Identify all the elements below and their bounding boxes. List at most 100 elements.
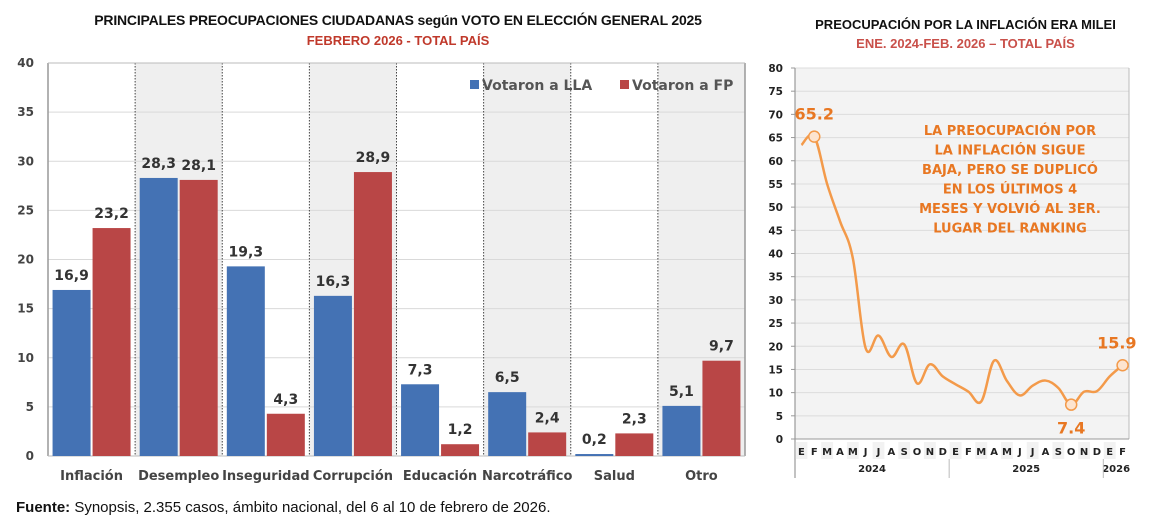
bar-fp bbox=[702, 360, 741, 456]
data-label: 28,9 bbox=[356, 150, 391, 166]
data-label: 4,3 bbox=[273, 392, 298, 408]
y-tick-label: 30 bbox=[768, 295, 783, 307]
x-category-label: Inflación bbox=[60, 469, 123, 484]
right-chart-subtitle: ENE. 2024-FEB. 2026 – TOTAL PAÍS bbox=[856, 36, 1075, 51]
data-label: 1,2 bbox=[448, 422, 473, 438]
month-cell bbox=[846, 442, 859, 459]
x-year-label: 2026 bbox=[1102, 464, 1130, 475]
bar-lla bbox=[226, 266, 265, 456]
x-month-label: O bbox=[1067, 447, 1076, 458]
x-month-label: A bbox=[990, 447, 998, 458]
month-cell bbox=[949, 442, 962, 459]
month-cell bbox=[1001, 442, 1013, 459]
y-tick-label: 40 bbox=[17, 56, 34, 70]
x-month-label: M bbox=[1002, 447, 1012, 458]
data-label: 19,3 bbox=[229, 244, 264, 260]
month-cell bbox=[885, 442, 898, 459]
month-cell bbox=[1052, 442, 1065, 459]
x-month-label: A bbox=[887, 447, 895, 458]
x-month-label: N bbox=[1080, 447, 1088, 458]
month-cell bbox=[988, 442, 1001, 459]
y-tick-label: 30 bbox=[17, 154, 34, 168]
x-category-label: Salud bbox=[594, 469, 635, 484]
y-tick-label: 0 bbox=[776, 434, 783, 446]
month-cell bbox=[1065, 442, 1078, 459]
bar-lla bbox=[662, 405, 701, 456]
y-tick-label: 55 bbox=[768, 179, 783, 191]
x-month-label: F bbox=[1119, 447, 1126, 458]
y-tick-label: 50 bbox=[768, 202, 783, 214]
month-cell bbox=[1039, 442, 1052, 459]
bar-fp bbox=[528, 432, 567, 456]
note-line: EN LOS ÚLTIMOS 4 bbox=[943, 182, 1077, 198]
x-month-label: F bbox=[811, 447, 818, 458]
y-tick-label: 10 bbox=[17, 351, 34, 365]
right-chart-title: PREOCUPACIÓN POR LA INFLACIÓN ERA MILEI bbox=[815, 17, 1116, 32]
y-tick-label: 15 bbox=[768, 364, 783, 376]
x-month-label: J bbox=[1030, 447, 1035, 458]
month-cell bbox=[962, 442, 975, 459]
data-annotation: 65.2 bbox=[795, 105, 834, 124]
x-category-label: Educación bbox=[403, 469, 477, 484]
bar-lla bbox=[401, 384, 440, 456]
bar-fp bbox=[441, 444, 480, 456]
data-point-marker bbox=[1116, 359, 1129, 372]
bar-fp bbox=[92, 228, 131, 456]
month-cell bbox=[1013, 442, 1026, 459]
bar-fp bbox=[353, 172, 392, 456]
y-tick-label: 75 bbox=[768, 86, 783, 98]
note-line: BAJA, PERO SE DUPLICÓ bbox=[922, 162, 1098, 178]
x-month-label: E bbox=[1106, 447, 1113, 458]
y-tick-label: 35 bbox=[768, 272, 783, 284]
data-label: 6,5 bbox=[495, 370, 520, 386]
data-label: 2,3 bbox=[622, 411, 647, 427]
x-month-label: A bbox=[1042, 447, 1050, 458]
x-year-label: 2024 bbox=[858, 464, 886, 475]
month-cell bbox=[795, 442, 808, 459]
x-month-label: D bbox=[939, 447, 947, 458]
legend-swatch bbox=[470, 80, 479, 89]
y-tick-label: 0 bbox=[26, 449, 34, 463]
y-tick-label: 25 bbox=[768, 318, 783, 330]
x-month-label: M bbox=[976, 447, 986, 458]
month-cell bbox=[1026, 442, 1039, 459]
month-cell bbox=[834, 442, 846, 459]
y-tick-label: 10 bbox=[768, 388, 783, 400]
note-line: LUGAR DEL RANKING bbox=[933, 222, 1087, 237]
bar-fp bbox=[179, 179, 218, 457]
x-month-label: A bbox=[836, 447, 844, 458]
bar-lla bbox=[313, 295, 352, 456]
data-label: 28,3 bbox=[141, 156, 176, 172]
y-tick-label: 25 bbox=[17, 203, 34, 217]
note-line: LA PREOCUPACIÓN POR bbox=[924, 123, 1096, 139]
bar-lla bbox=[575, 454, 614, 456]
legend-swatch bbox=[620, 80, 629, 89]
y-tick-label: 15 bbox=[17, 302, 34, 316]
data-point-marker bbox=[1064, 398, 1078, 411]
x-category-label: Otro bbox=[685, 469, 718, 484]
x-month-label: J bbox=[1017, 447, 1022, 458]
data-label: 0,2 bbox=[582, 432, 607, 448]
month-cell bbox=[872, 442, 885, 459]
month-cell bbox=[975, 442, 988, 459]
x-month-label: O bbox=[913, 447, 922, 458]
month-cell bbox=[911, 442, 923, 459]
note-line: LA INFLACIÓN SIGUE bbox=[935, 143, 1086, 159]
x-month-label: S bbox=[901, 447, 908, 458]
data-annotation: 15.9 bbox=[1097, 333, 1136, 352]
y-tick-label: 5 bbox=[776, 411, 783, 423]
y-tick-label: 60 bbox=[768, 156, 783, 168]
note-line: MESES Y VOLVIÓ AL 3ER. bbox=[919, 201, 1101, 217]
x-month-label: J bbox=[876, 447, 881, 458]
bar-fp bbox=[266, 413, 305, 456]
footer-text: Synopsis, 2.355 casos, ámbito nacional, … bbox=[70, 499, 551, 516]
x-category-label: Corrupción bbox=[313, 469, 393, 484]
month-cell bbox=[936, 442, 949, 459]
y-tick-label: 20 bbox=[17, 253, 34, 267]
left-chart-title: PRINCIPALES PREOCUPACIONES CIUDADANAS se… bbox=[94, 12, 702, 28]
x-month-label: E bbox=[952, 447, 959, 458]
month-cell bbox=[1116, 442, 1129, 459]
x-year-label: 2025 bbox=[1012, 464, 1040, 475]
data-annotation: 7.4 bbox=[1057, 419, 1085, 438]
